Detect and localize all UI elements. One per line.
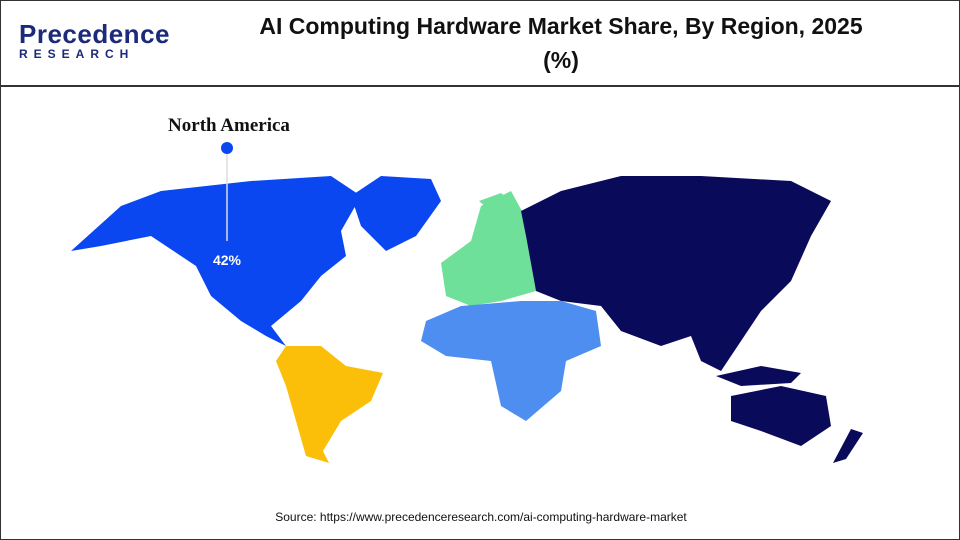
callout-dot <box>221 142 233 154</box>
world-map: North America 42% <box>71 115 863 463</box>
south-america <box>276 346 383 463</box>
share-label: 42% <box>213 252 242 268</box>
source: Source: https://www.precedenceresearch.c… <box>275 510 687 524</box>
southeast-asia-islands <box>716 366 801 386</box>
middle-east-africa <box>421 301 601 421</box>
new-zealand <box>833 429 863 463</box>
greenland <box>351 176 441 251</box>
north-america <box>71 176 361 346</box>
title: AI Computing Hardware Market Share, By R… <box>259 13 863 73</box>
header-rule <box>1 85 960 87</box>
asia <box>521 176 831 371</box>
logo-sub: RESEARCH <box>19 47 135 61</box>
region-label: North America <box>168 115 290 136</box>
europe <box>441 191 536 306</box>
australia <box>731 386 831 446</box>
logo: Precedence RESEARCH <box>19 21 170 61</box>
logo-name: Precedence <box>19 19 170 49</box>
europe-north <box>479 193 511 213</box>
